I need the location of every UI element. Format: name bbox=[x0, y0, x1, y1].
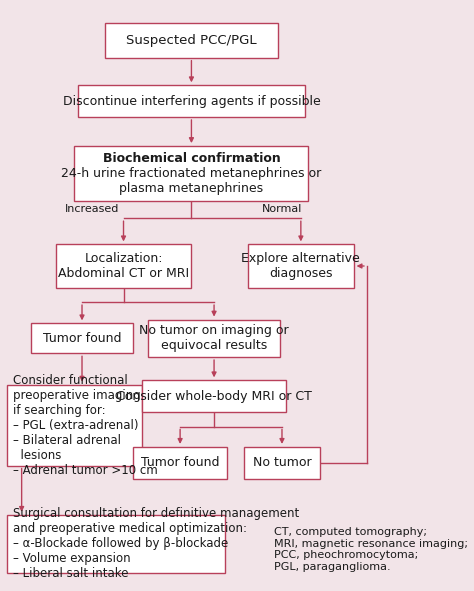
Text: Tumor found: Tumor found bbox=[43, 332, 121, 345]
FancyBboxPatch shape bbox=[7, 385, 142, 466]
FancyBboxPatch shape bbox=[105, 23, 278, 58]
FancyBboxPatch shape bbox=[148, 320, 280, 357]
Text: Explore alternative
diagnoses: Explore alternative diagnoses bbox=[241, 252, 360, 280]
FancyBboxPatch shape bbox=[142, 380, 286, 412]
Text: Discontinue interfering agents if possible: Discontinue interfering agents if possib… bbox=[63, 95, 320, 108]
Text: Consider functional
preoperative imaging
if searching for:
– PGL (extra-adrenal): Consider functional preoperative imaging… bbox=[13, 374, 158, 476]
FancyBboxPatch shape bbox=[55, 244, 191, 288]
Text: Surgical consultation for definitive management
and preoperative medical optimiz: Surgical consultation for definitive man… bbox=[13, 507, 300, 580]
Text: Increased: Increased bbox=[65, 204, 120, 214]
Text: Localization:
Abdominal CT or MRI: Localization: Abdominal CT or MRI bbox=[58, 252, 189, 280]
Text: plasma metanephrines: plasma metanephrines bbox=[119, 182, 264, 195]
Text: Biochemical confirmation: Biochemical confirmation bbox=[102, 152, 280, 165]
Text: No tumor on imaging or
equivocal results: No tumor on imaging or equivocal results bbox=[139, 324, 289, 352]
FancyBboxPatch shape bbox=[244, 447, 319, 479]
FancyBboxPatch shape bbox=[78, 85, 305, 117]
Text: CT, computed tomography;
MRI, magnetic resonance imaging;
PCC, pheochromocytoma;: CT, computed tomography; MRI, magnetic r… bbox=[274, 527, 468, 572]
FancyBboxPatch shape bbox=[133, 447, 227, 479]
FancyBboxPatch shape bbox=[248, 244, 354, 288]
Text: Tumor found: Tumor found bbox=[141, 456, 219, 469]
FancyBboxPatch shape bbox=[74, 146, 309, 201]
FancyBboxPatch shape bbox=[31, 323, 133, 353]
Text: 24-h urine fractionated metanephrines or: 24-h urine fractionated metanephrines or bbox=[61, 167, 321, 180]
Text: Consider whole-body MRI or CT: Consider whole-body MRI or CT bbox=[116, 389, 312, 402]
Text: Suspected PCC/PGL: Suspected PCC/PGL bbox=[126, 34, 257, 47]
Text: No tumor: No tumor bbox=[253, 456, 311, 469]
FancyBboxPatch shape bbox=[7, 515, 225, 573]
Text: Normal: Normal bbox=[262, 204, 303, 214]
